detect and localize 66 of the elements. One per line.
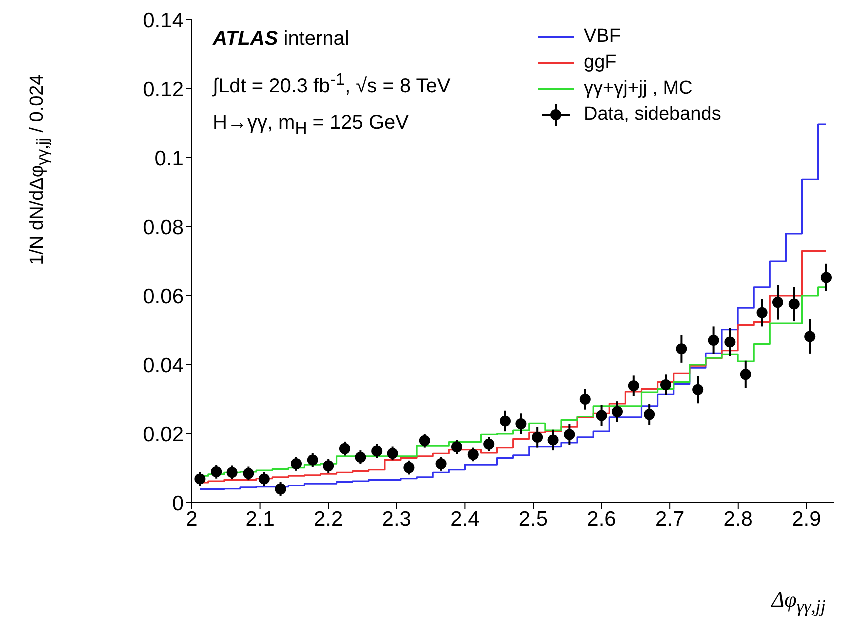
point	[612, 406, 623, 418]
y-tick-label: 0.12	[143, 78, 184, 102]
point	[500, 416, 511, 427]
annotation: ATLAS internal	[213, 28, 350, 51]
y-tick-label: 0.02	[143, 423, 184, 446]
x-tick-label: 2.5	[518, 508, 548, 531]
annotation: H→γγ, m$_{H}$ = 125 GeV	[213, 112, 409, 139]
point	[548, 434, 559, 446]
point	[564, 429, 576, 440]
point	[660, 380, 672, 391]
point	[372, 446, 383, 457]
x-tick-label: 2.2	[314, 508, 344, 531]
point	[436, 458, 447, 470]
point	[307, 454, 318, 466]
point	[355, 452, 366, 463]
legend-label: γγ+γj+jj , MC	[584, 77, 693, 101]
point	[516, 418, 527, 430]
point	[290, 458, 302, 470]
point	[211, 466, 222, 478]
point	[820, 272, 832, 284]
point	[323, 460, 334, 472]
point	[404, 462, 415, 474]
x-tick-label: 2	[186, 508, 198, 531]
x-tick-label: 2.4	[450, 508, 480, 531]
point	[772, 297, 784, 308]
point	[484, 438, 495, 450]
point	[468, 449, 479, 460]
x-tick-label: 2.7	[655, 508, 685, 531]
point	[628, 380, 640, 392]
point	[692, 384, 704, 396]
point	[644, 409, 656, 420]
point	[339, 443, 350, 454]
y-tick-label: 0.08	[143, 216, 184, 240]
x-tick-label: 2.9	[792, 508, 822, 531]
y-tick-label: 0.04	[143, 354, 184, 378]
point	[226, 467, 238, 478]
point	[676, 344, 688, 355]
legend-label: ggF	[584, 51, 617, 75]
point	[596, 410, 608, 422]
legend-label: VBF	[584, 25, 621, 49]
point	[275, 484, 286, 495]
x-tick-label: 2.1	[246, 508, 275, 531]
point	[194, 474, 206, 485]
x-axis-title: Δφ$_{γγ,jj}$	[772, 587, 826, 618]
point	[580, 394, 591, 405]
point	[532, 432, 544, 443]
point	[708, 335, 720, 346]
x-tick-label: 2.6	[587, 508, 616, 531]
legend-label: Data, sidebands	[584, 103, 722, 127]
annotation: ∫Ldt = 20.3 fb$^{-1}$, √s = 8 TeV	[213, 70, 451, 99]
point	[724, 336, 736, 348]
point	[258, 474, 270, 485]
point	[804, 331, 816, 342]
point	[756, 307, 768, 318]
y-tick-label: 0	[172, 492, 184, 516]
point	[740, 369, 752, 380]
point	[788, 298, 800, 310]
y-tick-label: 0.06	[143, 285, 184, 308]
x-tick-label: 2.3	[382, 508, 412, 531]
point	[451, 442, 462, 453]
point	[387, 448, 398, 460]
y-tick-label: 0.1	[154, 147, 184, 170]
point	[419, 435, 430, 446]
point	[243, 468, 254, 480]
x-tick-label: 2.8	[724, 508, 753, 531]
y-tick-label: 0.14	[143, 9, 184, 32]
